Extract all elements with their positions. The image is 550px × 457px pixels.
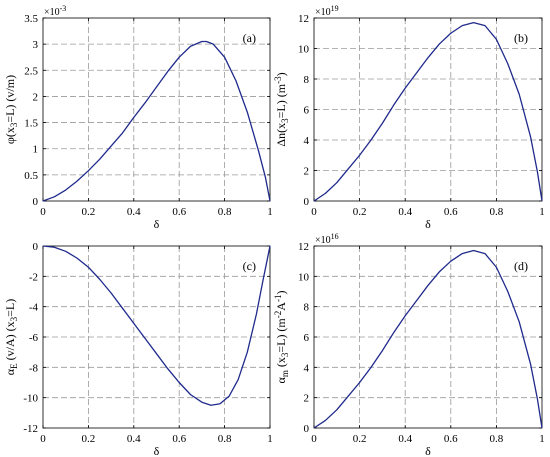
y-tick-label: 0: [33, 241, 39, 253]
y-tick-label: 6: [304, 105, 310, 117]
x-axis-label: δ: [154, 217, 160, 231]
y-axis-label: αE (v/A) (x3=L): [3, 299, 19, 375]
x-tick-label: 0.4: [127, 433, 141, 445]
y-tick-label: 3: [33, 39, 39, 51]
y-tick-label: 4: [304, 135, 310, 147]
x-tick-label: 0: [40, 206, 46, 218]
y-tick-label: 4: [304, 362, 310, 374]
y-tick-label: 10: [298, 271, 310, 283]
y-axis-label: Δn(x3=L) (m-3): [273, 72, 290, 146]
panel-label: (b): [514, 31, 528, 45]
y-tick-label: 2: [304, 393, 310, 405]
x-tick-label: 1: [267, 206, 273, 218]
x-tick-label: 0.2: [353, 206, 367, 218]
y-tick-label: 1.5: [24, 118, 38, 130]
x-tick-label: 0: [311, 433, 317, 445]
x-tick-label: 0.6: [444, 206, 458, 218]
x-tick-label: 0: [311, 206, 317, 218]
y-tick-label: -6: [29, 332, 39, 344]
x-tick-label: 0: [40, 433, 46, 445]
panel-label: (a): [243, 31, 256, 45]
y-tick-label: -10: [23, 393, 38, 405]
x-tick-label: 0.8: [490, 433, 504, 445]
x-tick-label: 0.2: [82, 206, 96, 218]
y-axis-label: αm (x3=L) (m-2A-1): [273, 291, 290, 384]
x-tick-label: 0.4: [398, 206, 412, 218]
y-tick-label: 2: [304, 166, 310, 178]
axis-multiplier: ×1019: [315, 4, 339, 18]
panel-label: (d): [514, 259, 528, 273]
x-tick-label: 0.4: [398, 433, 412, 445]
y-tick-label: 8: [304, 302, 310, 314]
x-tick-label: 0.8: [490, 206, 504, 218]
x-tick-label: 1: [539, 433, 545, 445]
y-tick-label: -8: [29, 362, 39, 374]
panel-3: 0 0.2 0.4 0.6 0.8 1 -12 -10 -8 -6 -4 -2 0 δ αE (v/A) (…: [3, 241, 273, 457]
x-tick-label: 1: [539, 206, 545, 218]
x-tick-label: 0.6: [172, 206, 186, 218]
x-axis-label: δ: [154, 444, 160, 457]
series-line: [42, 40, 271, 202]
axis-multiplier: ×1016: [315, 232, 339, 246]
axes-box: [42, 17, 271, 202]
y-tick-label: 2: [33, 91, 39, 103]
y-tick-label: 0: [304, 196, 310, 208]
x-tick-label: 0.2: [353, 433, 367, 445]
series-line: [313, 249, 543, 429]
y-tick-label: 0: [33, 196, 39, 208]
panel-1: 0 0.2 0.4 0.6 0.8 1 0 0.5 1 1.5 2 2.5 3 3.5 ×10-3 δ φ(x3…: [3, 4, 273, 231]
y-tick-label: -4: [29, 302, 39, 314]
y-tick-label: 3.5: [24, 13, 38, 25]
x-tick-label: 0.8: [218, 433, 232, 445]
y-tick-label: 8: [304, 74, 310, 86]
x-tick-label: 0.4: [127, 206, 141, 218]
x-axis-label: δ: [425, 444, 431, 457]
y-tick-label: 1: [33, 144, 39, 156]
x-tick-label: 0.2: [82, 433, 96, 445]
y-tick-label: 0.5: [24, 170, 38, 182]
y-tick-label: 12: [298, 13, 309, 25]
y-tick-label: 12: [298, 241, 309, 253]
series-line: [42, 245, 271, 406]
panel-label: (c): [243, 259, 256, 273]
series-line: [313, 21, 543, 202]
x-tick-label: 0.6: [172, 433, 186, 445]
y-tick-label: -2: [29, 271, 38, 283]
x-tick-label: 0.6: [444, 433, 458, 445]
x-tick-label: 0.8: [218, 206, 232, 218]
axis-multiplier: ×10-3: [44, 4, 66, 18]
y-tick-label: 10: [298, 44, 310, 56]
y-tick-label: -12: [23, 423, 38, 435]
x-tick-label: 1: [267, 433, 273, 445]
y-axis-label: φ(x3=L) (v/m): [3, 75, 19, 144]
x-axis-label: δ: [425, 217, 431, 231]
y-tick-label: 2.5: [24, 65, 38, 77]
y-tick-label: 6: [304, 332, 310, 344]
y-tick-label: 0: [304, 423, 310, 435]
